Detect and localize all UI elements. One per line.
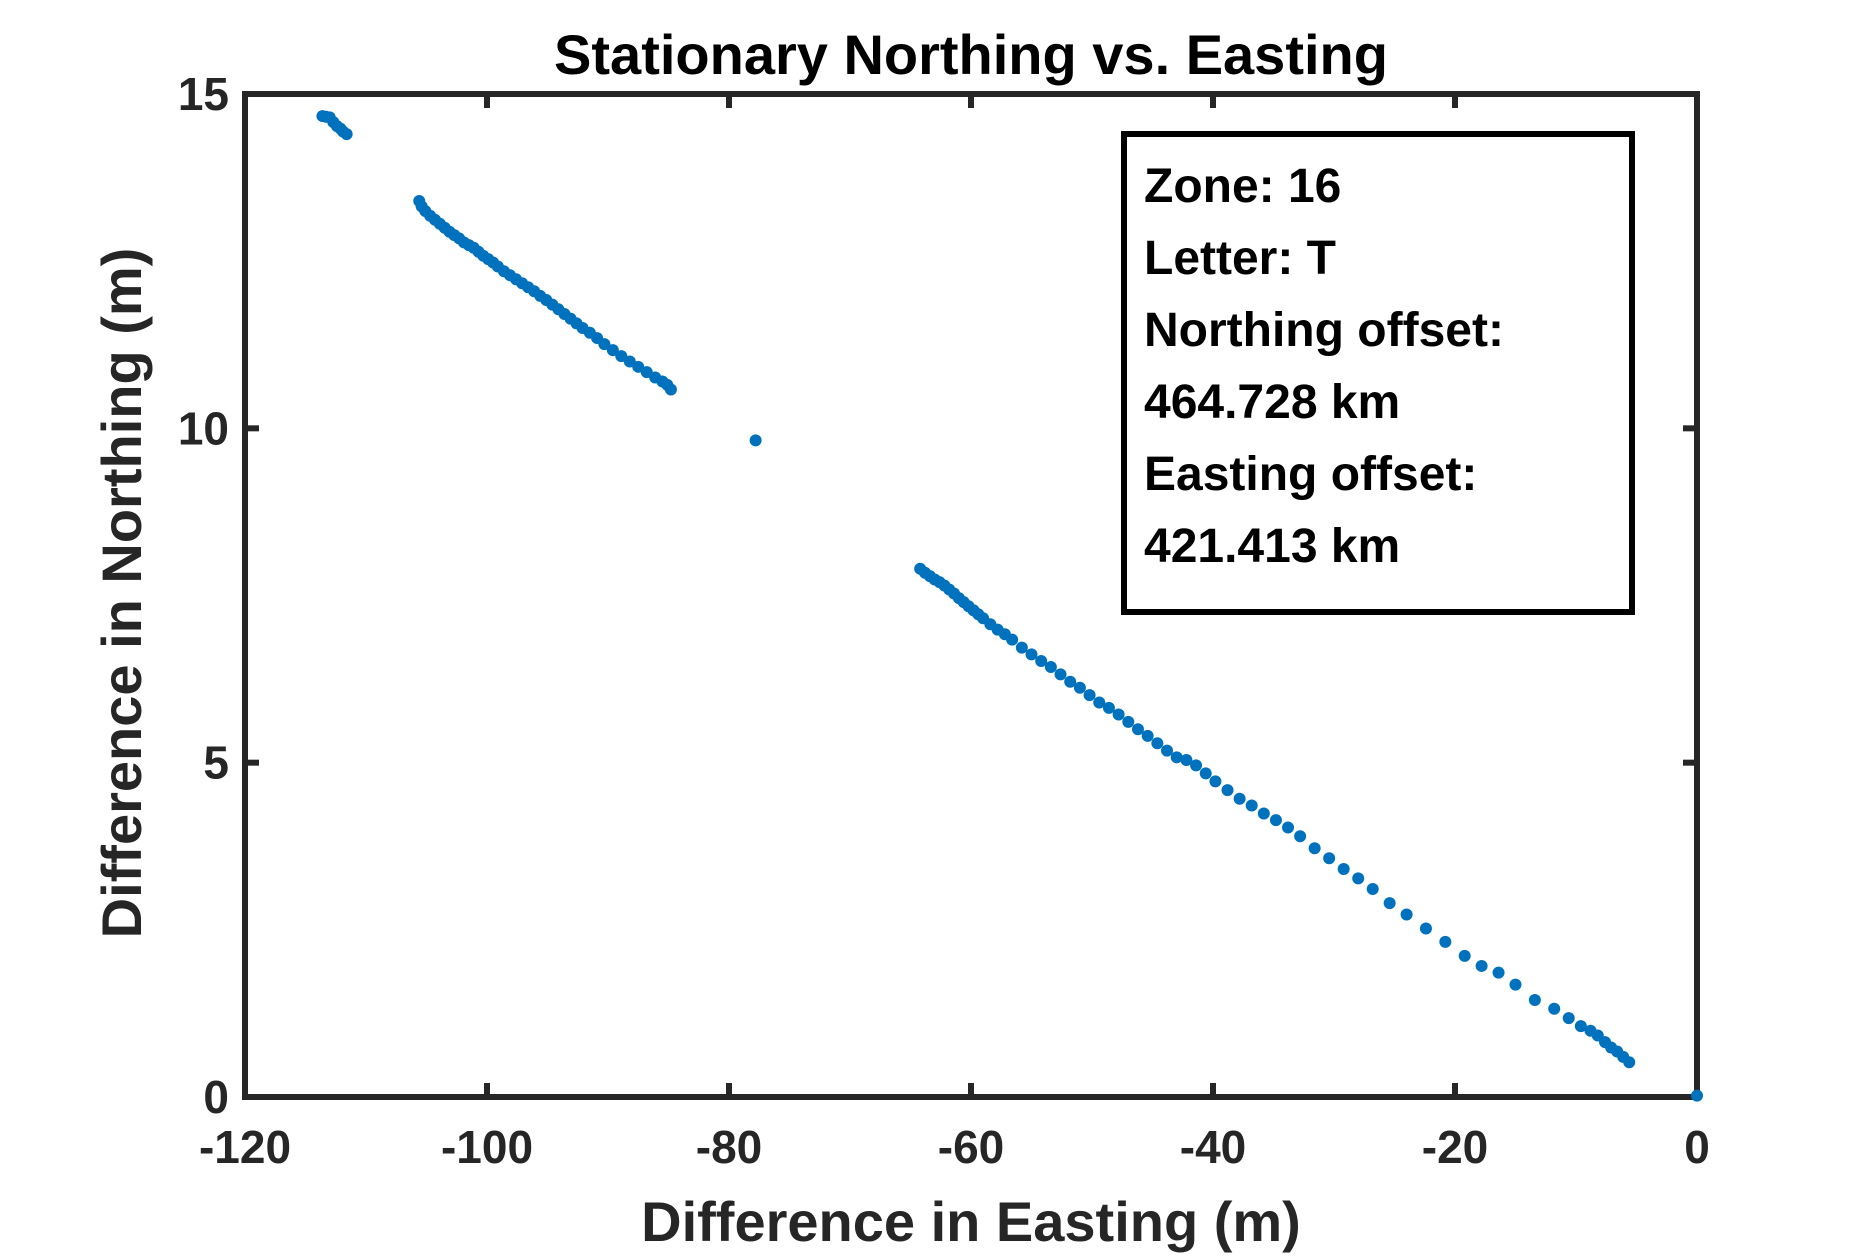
data-point [1400, 908, 1413, 921]
annotation-letter: Letter: T [1144, 232, 1336, 285]
data-point [1161, 744, 1174, 757]
data-point [1257, 807, 1270, 820]
y-axis-label: Difference in Northing (m) [90, 248, 153, 939]
data-point [1233, 792, 1246, 805]
y-ticks [245, 91, 1697, 1100]
data-point [1562, 1012, 1575, 1025]
data-point [749, 434, 762, 447]
x-tick-label: -40 [1180, 1121, 1246, 1173]
annotation-northing-label: Northing offset: [1144, 304, 1504, 357]
data-point [606, 344, 619, 357]
data-point [1035, 655, 1048, 668]
data-point [1492, 966, 1505, 979]
data-point [664, 383, 677, 396]
data-point [1151, 737, 1164, 750]
annotation-frame [1121, 131, 1635, 615]
y-tick-label: 5 [203, 737, 229, 789]
annotation-northing-value: 464.728 km [1144, 376, 1400, 429]
data-point [1131, 723, 1144, 736]
data-point [1383, 897, 1396, 910]
x-tick-labels: -120 -100 -80 -60 -40 -20 0 [199, 1121, 1710, 1173]
data-point [1044, 661, 1057, 674]
data-point [1025, 648, 1038, 661]
data-point [1439, 935, 1452, 948]
data-point [1064, 675, 1077, 688]
data-point [340, 128, 353, 141]
x-axis-label: Difference in Easting (m) [641, 1190, 1301, 1253]
annotation-easting-label: Easting offset: [1144, 448, 1477, 501]
data-point [1209, 775, 1222, 788]
data-point [1691, 1089, 1703, 1102]
data-point [1308, 842, 1321, 855]
data-point [1006, 633, 1019, 646]
data-point [1282, 821, 1295, 834]
data-point [1352, 872, 1365, 885]
data-point [598, 338, 611, 351]
x-tick-label: -80 [696, 1121, 762, 1173]
x-tick-label: -120 [199, 1121, 291, 1173]
data-point [1199, 767, 1212, 780]
data-point [1093, 696, 1106, 709]
data-point [1294, 830, 1307, 843]
y-tick-label: 15 [178, 68, 229, 120]
data-point [1221, 784, 1234, 797]
data-point [1141, 729, 1154, 742]
data-point [1475, 959, 1488, 972]
data-point [1269, 814, 1282, 827]
data-point [1190, 759, 1203, 772]
data-markers [316, 110, 1703, 1102]
data-point [1054, 668, 1067, 681]
data-point [1419, 922, 1432, 935]
annotation-box: Zone: 16 Letter: T Northing offset: 464.… [1121, 131, 1635, 615]
data-point [1337, 862, 1350, 875]
chart-title: Stationary Northing vs. Easting [554, 23, 1388, 86]
data-point [1323, 852, 1336, 865]
data-point [1548, 1002, 1561, 1015]
data-point [1574, 1020, 1587, 1033]
data-point [1112, 708, 1125, 721]
y-tick-label: 0 [203, 1071, 229, 1123]
annotation-zone: Zone: 16 [1144, 160, 1341, 213]
y-tick-label: 10 [178, 402, 229, 454]
x-tick-label: -60 [938, 1121, 1004, 1173]
data-point [1245, 799, 1258, 812]
data-point [1102, 701, 1115, 714]
data-point [1073, 681, 1086, 694]
data-point [1458, 949, 1471, 962]
data-point [1509, 978, 1522, 991]
annotation-easting-value: 421.413 km [1144, 520, 1400, 573]
data-point [1366, 883, 1379, 896]
data-point [1170, 751, 1183, 764]
data-point [1180, 753, 1193, 766]
x-tick-label: 0 [1684, 1121, 1710, 1173]
data-point [1122, 715, 1135, 728]
plot-area [242, 91, 1703, 1102]
data-point [1623, 1056, 1636, 1069]
x-tick-label: -20 [1422, 1121, 1488, 1173]
data-point [1015, 641, 1028, 654]
y-tick-labels: 0 5 10 15 [178, 68, 229, 1123]
x-tick-label: -100 [441, 1121, 533, 1173]
data-point [1528, 994, 1541, 1007]
data-point [1083, 689, 1096, 702]
